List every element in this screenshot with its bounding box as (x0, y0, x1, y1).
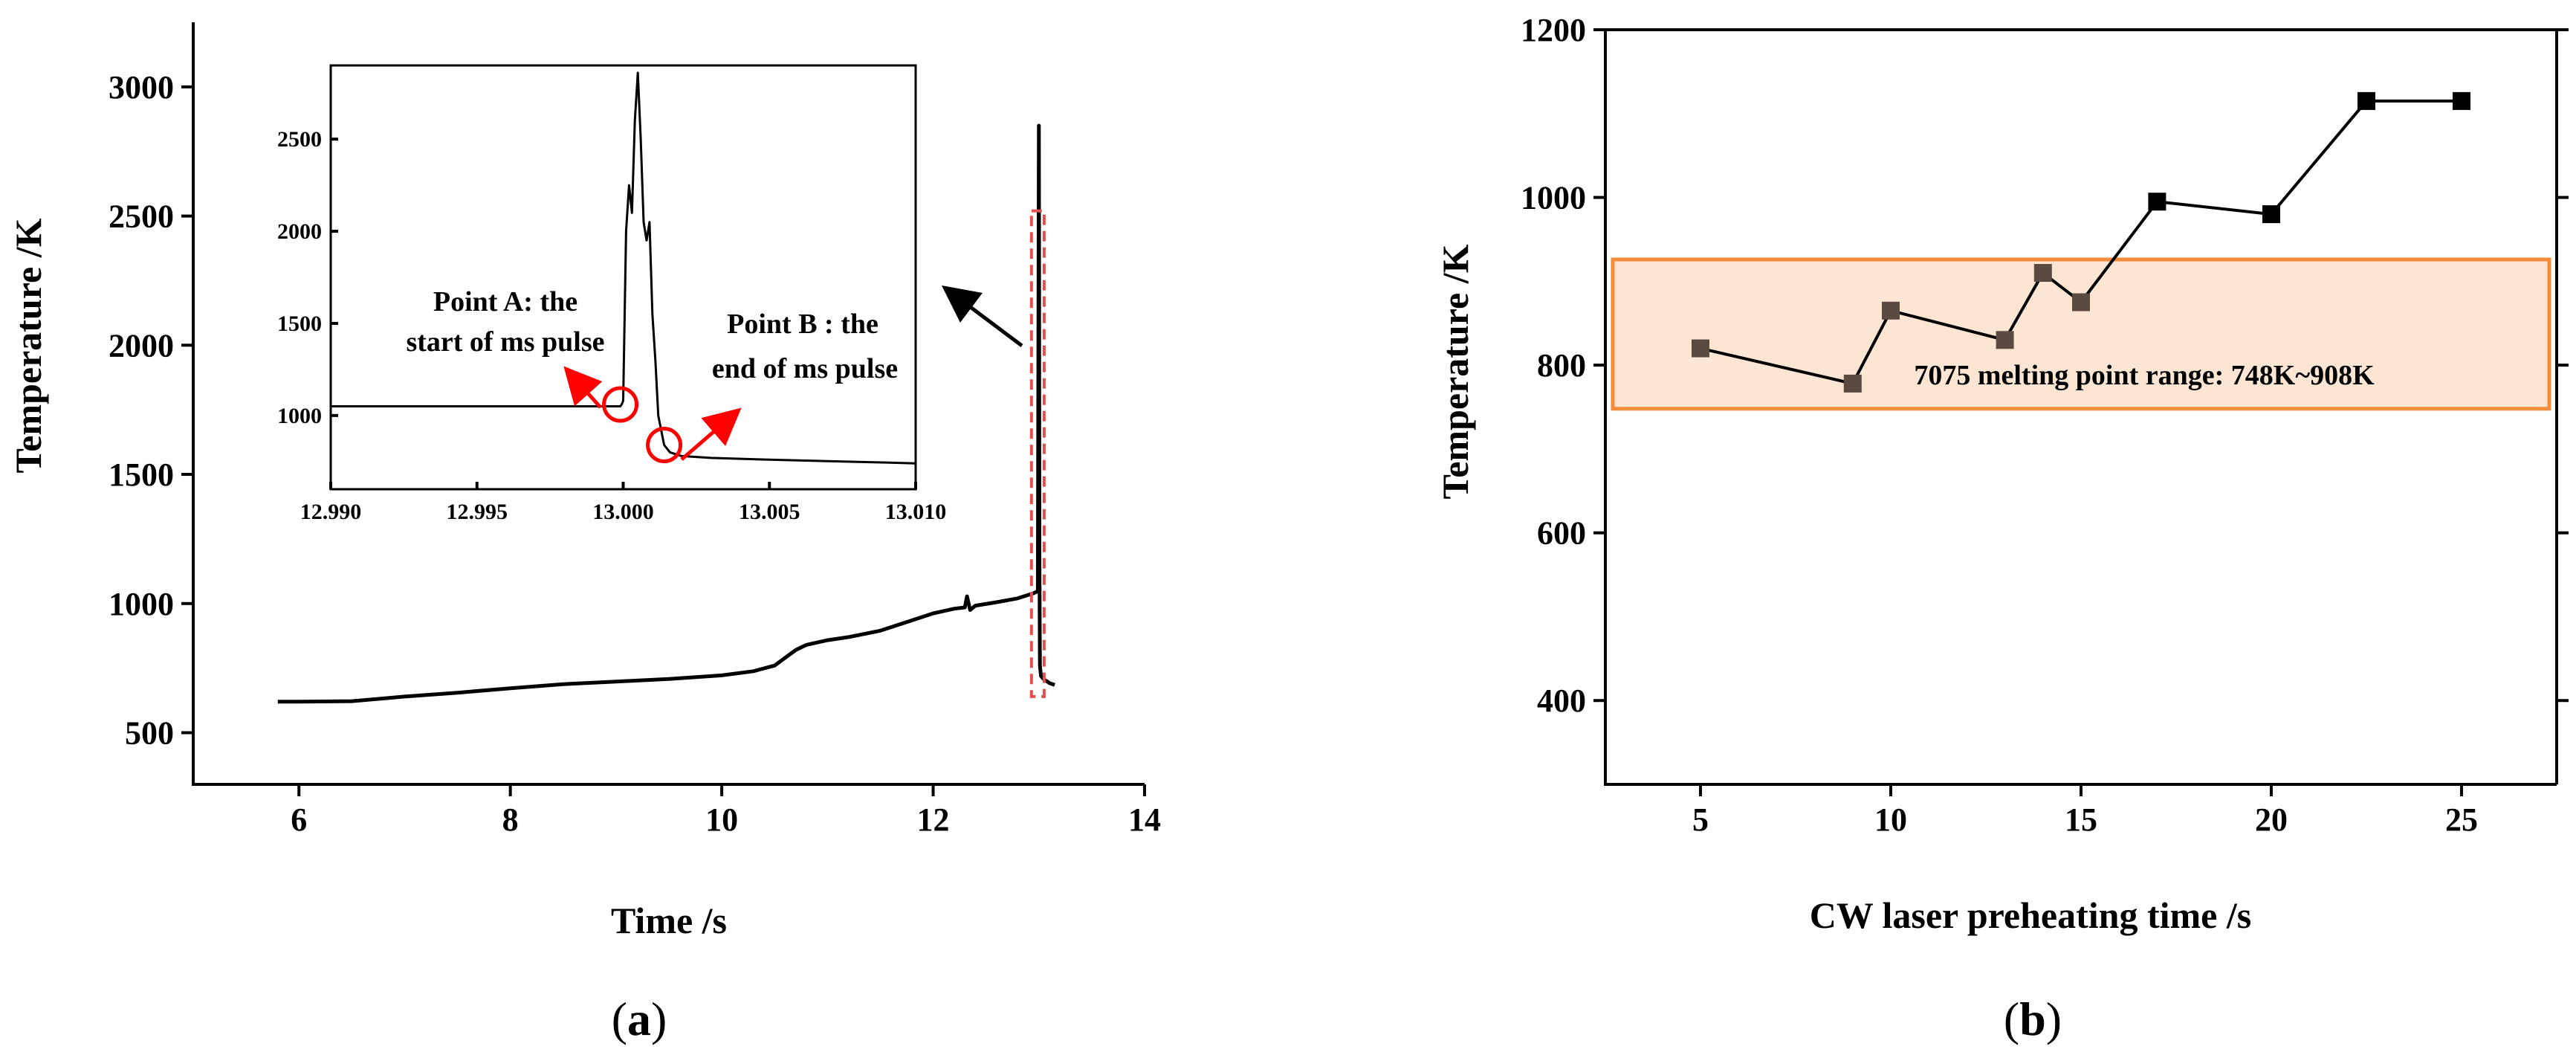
series-line (277, 589, 1039, 704)
axes: 5 10 15 20 25 400 600 800 1000 1200 (1521, 12, 2569, 838)
x-tick-label: 5 (1692, 801, 1709, 838)
series-line (1700, 99, 2462, 386)
point-a-arrow (563, 366, 603, 409)
panel-label-b-letter: b (2019, 993, 2046, 1045)
panel-label-b-close: ) (2046, 993, 2062, 1045)
highlight-box (1029, 209, 1046, 698)
inset-y-tick-label: 1000 (277, 404, 322, 428)
data-point-marker (2072, 293, 2090, 312)
x-tick-label: 20 (2255, 801, 2288, 838)
data-point-marker (1996, 331, 2014, 349)
y-tick-label: 3000 (109, 69, 174, 106)
data-point-marker (1882, 301, 1900, 320)
inset-x-tick-label: 13.005 (739, 500, 800, 524)
data-point-marker (2262, 205, 2280, 224)
axis-frame (192, 22, 1145, 786)
point-b-annotation-line-1: Point B : the (727, 309, 878, 340)
inset-chart: 12.990 12.995 13.000 13.005 13.010 1000 1500 20… (277, 64, 946, 524)
inset-x-tick-label: 13.000 (592, 500, 654, 524)
x-tick-label: 25 (2445, 801, 2478, 838)
point-b-annotation-line-2: end of ms pulse (712, 353, 898, 384)
point-a-annotation-line-1: Point A: the (433, 286, 577, 317)
data-point-marker (1843, 374, 1862, 393)
data-point-marker (1692, 339, 1709, 358)
data-point-marker (2357, 91, 2375, 110)
axis-frame (1604, 30, 2557, 786)
x-tick-label: 6 (291, 801, 307, 838)
panel-label-a: (a) (612, 993, 667, 1045)
y-axis-label: Temperature /K (1434, 244, 1476, 499)
y-tick-label: 2000 (109, 327, 174, 364)
x-tick-label: 10 (705, 801, 738, 838)
point-a-annotation-line-2: start of ms pulse (406, 326, 604, 358)
axes: 6 8 10 12 14 500 1000 1500 2000 2500 3000 (109, 22, 1161, 838)
x-tick-label: 8 (502, 801, 519, 838)
panel-label-a-open: ( (612, 993, 627, 1045)
inset-series-line (331, 71, 916, 465)
inset-frame (329, 64, 917, 491)
y-axis-label: Temperature /K (7, 218, 49, 473)
panel-label-b: (b) (2004, 993, 2062, 1045)
inset-series-layer (331, 71, 916, 465)
series-line (1035, 123, 1055, 687)
melting-range-label: 7075 melting point range: 748K~908K (1914, 360, 2375, 391)
y-tick-label: 500 (125, 715, 174, 752)
point-marker-circle (602, 386, 639, 423)
inset-x-tick-label: 13.010 (885, 500, 947, 524)
data-point-marker (2453, 91, 2470, 110)
y-tick-label: 600 (1537, 515, 1586, 552)
data-point-marker (2033, 264, 2052, 283)
y-tick-label: 1200 (1521, 12, 1586, 48)
x-tick-label: 14 (1128, 801, 1161, 838)
panel-label-b-open: ( (2004, 993, 2019, 1045)
melting-range-band (1611, 257, 2551, 411)
point-b-arrow (680, 407, 742, 461)
x-tick-label: 15 (2065, 801, 2097, 838)
inset-axes: 12.990 12.995 13.000 13.005 13.010 1000 1500 20… (277, 127, 946, 524)
chart-panel-b: 7075 melting point range: 748K~908K 5 10 1… (1434, 12, 2569, 1045)
inset-y-tick-label: 2000 (277, 219, 322, 244)
inset-y-tick-label: 1500 (277, 312, 322, 336)
y-tick-label: 1000 (1521, 180, 1586, 216)
zoom-arrow (942, 285, 1023, 347)
series-layer (277, 123, 1055, 704)
x-axis-label: Time /s (611, 900, 727, 941)
y-tick-label: 800 (1537, 347, 1586, 384)
series-layer (1692, 91, 2470, 393)
x-tick-label: 12 (917, 801, 950, 838)
y-tick-label: 400 (1537, 683, 1586, 719)
inset-x-tick-label: 12.995 (447, 500, 508, 524)
x-axis-label: CW laser preheating time /s (1810, 894, 2251, 936)
inset-x-tick-label: 12.990 (300, 500, 362, 524)
y-tick-label: 1000 (109, 586, 174, 622)
y-tick-label: 1500 (109, 456, 174, 493)
inset-y-tick-label: 2500 (277, 127, 322, 152)
x-tick-label: 10 (1874, 801, 1907, 838)
inset-markers (602, 386, 683, 464)
data-point-marker (2148, 193, 2166, 211)
point-marker-circle (646, 427, 683, 464)
panel-label-a-close: ) (651, 993, 667, 1045)
panel-label-a-letter: a (627, 993, 651, 1045)
y-tick-label: 2500 (109, 199, 174, 235)
